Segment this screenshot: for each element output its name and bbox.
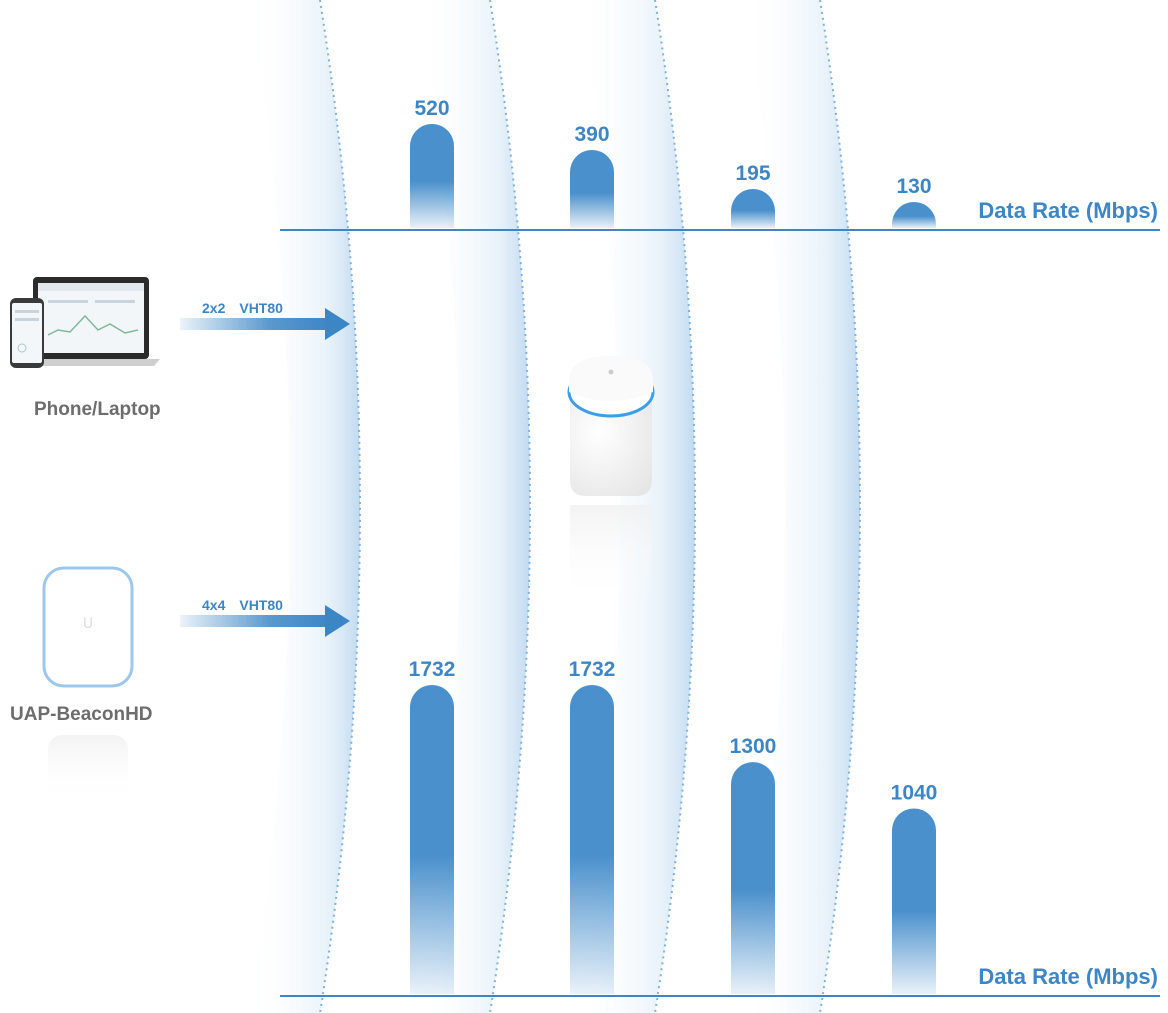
bar-top-2-value-label: 390 (574, 123, 609, 146)
bar-top-1 (410, 124, 454, 228)
beacon-label: UAP-BeaconHD (10, 704, 153, 725)
phone-laptop-label: Phone/Laptop (34, 399, 161, 420)
beacon-stream-mode: VHT80 (239, 597, 283, 613)
bar-bottom-3-value-label: 1300 (730, 735, 777, 758)
bar-bottom-4-value-label: 1040 (891, 781, 938, 804)
phone-stream-label: 2x2 VHT80 (202, 300, 297, 316)
bar-top-3-value-label: 195 (735, 162, 770, 185)
axis-title-top: Data Rate (Mbps) (978, 198, 1158, 223)
svg-text:U: U (83, 616, 93, 632)
beacon-stream-count: 4x4 (202, 597, 226, 613)
bar-group-top: 520 390 195 130 (410, 97, 936, 228)
arrow-phone (180, 308, 350, 340)
access-point-device (567, 356, 655, 605)
coverage-band-1 (250, 0, 360, 1013)
phone-stream-count: 2x2 (202, 300, 226, 316)
bar-bottom-1-value-label: 1732 (409, 658, 456, 681)
phone-stream-mode: VHT80 (239, 300, 283, 316)
beacon-device-icon: U (42, 566, 134, 805)
bar-bottom-4 (892, 808, 936, 994)
bar-bottom-1 (410, 685, 454, 994)
arrow-beacon (180, 605, 350, 637)
bar-bottom-2 (570, 685, 614, 994)
bar-top-4-value-label: 130 (896, 175, 931, 198)
bar-top-4 (892, 202, 936, 228)
axis-title-bottom: Data Rate (Mbps) (978, 964, 1158, 989)
bar-top-1-value-label: 520 (414, 97, 449, 120)
coverage-band-4 (745, 0, 860, 1013)
bar-bottom-2-value-label: 1732 (569, 658, 616, 681)
coverage-band-2 (420, 0, 530, 1013)
bar-group-bottom: 1732 1732 1300 1040 (409, 658, 938, 994)
beacon-stream-label: 4x4 VHT80 (202, 597, 297, 613)
bar-top-2 (570, 150, 614, 228)
laptop-phone-icon (10, 277, 160, 368)
bar-bottom-3 (731, 762, 775, 994)
bar-top-3 (731, 189, 775, 228)
